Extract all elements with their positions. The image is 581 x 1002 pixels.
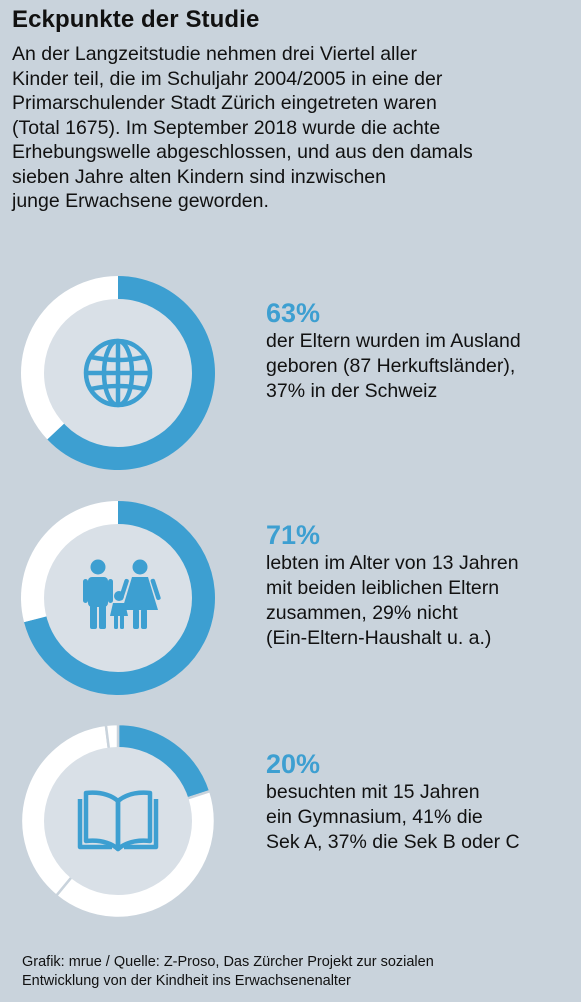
family-icon xyxy=(83,559,161,629)
intro-line: (Total 1675). Im September 2018 wurde di… xyxy=(12,116,441,139)
desc-line: lebten im Alter von 13 Jahren xyxy=(266,552,519,574)
stat-description: lebten im Alter von 13 Jahren mit beiden… xyxy=(266,551,519,651)
stat-text: 63% der Eltern wurden im Ausland geboren… xyxy=(266,297,521,404)
desc-line: geboren (87 Herkuftsländer), xyxy=(266,355,516,377)
intro-line: sieben Jahre alten Kindern sind inzwisch… xyxy=(12,165,386,188)
desc-line: Sek A, 37% die Sek B oder C xyxy=(266,831,520,853)
intro-line: junge Erwachsene geworden. xyxy=(12,190,269,212)
desc-line: mit beiden leiblichen Eltern xyxy=(266,577,500,599)
open-book-icon xyxy=(77,790,159,852)
desc-line: zusammen, 29% nicht xyxy=(266,602,458,624)
donut-chart-school xyxy=(20,723,216,919)
footer-line: Entwicklung von der Kindheit ins Erwachs… xyxy=(22,973,351,989)
intro-line: Erhebungswelle abgeschlossen, und aus de… xyxy=(12,141,473,163)
intro-line: Kinder teil, die im Schuljahr 2004/2005 … xyxy=(12,67,443,90)
desc-line: ein Gymnasium, 41% die xyxy=(266,806,483,828)
intro-line: Primarschulender Stadt Zürich eingetrete… xyxy=(12,92,437,114)
stat-description: besuchten mit 15 Jahren ein Gymnasium, 4… xyxy=(266,780,520,855)
stat-percentage: 71% xyxy=(266,520,321,550)
desc-line: besuchten mit 15 Jahren xyxy=(266,781,480,803)
stat-text: 71% lebten im Alter von 13 Jahren mit be… xyxy=(266,519,519,651)
desc-line: der Eltern wurden im Ausland xyxy=(266,330,521,352)
intro-text: An der Langzeitstudie nehmen drei Vierte… xyxy=(12,42,572,214)
stat-percentage: 63% xyxy=(266,298,321,328)
page-title: Eckpunkte der Studie xyxy=(12,6,260,33)
desc-line: (Ein-Eltern-Haushalt u. a.) xyxy=(266,627,492,649)
globe-icon xyxy=(83,338,153,408)
intro-line: An der Langzeitstudie nehmen drei Vierte… xyxy=(12,43,418,65)
stat-percentage: 20% xyxy=(266,749,321,779)
donut-chart-family xyxy=(20,501,215,695)
source-credit: Grafik: mrue / Quelle: Z-Proso, Das Zürc… xyxy=(22,953,434,991)
footer-line: Grafik: mrue / Quelle: Z-Proso, Das Zürc… xyxy=(22,954,434,970)
stat-text: 20% besuchten mit 15 Jahren ein Gymnasiu… xyxy=(266,748,520,855)
donut-chart-birthplace xyxy=(21,276,216,470)
desc-line: 37% in der Schweiz xyxy=(266,380,438,402)
stat-description: der Eltern wurden im Ausland geboren (87… xyxy=(266,329,521,404)
